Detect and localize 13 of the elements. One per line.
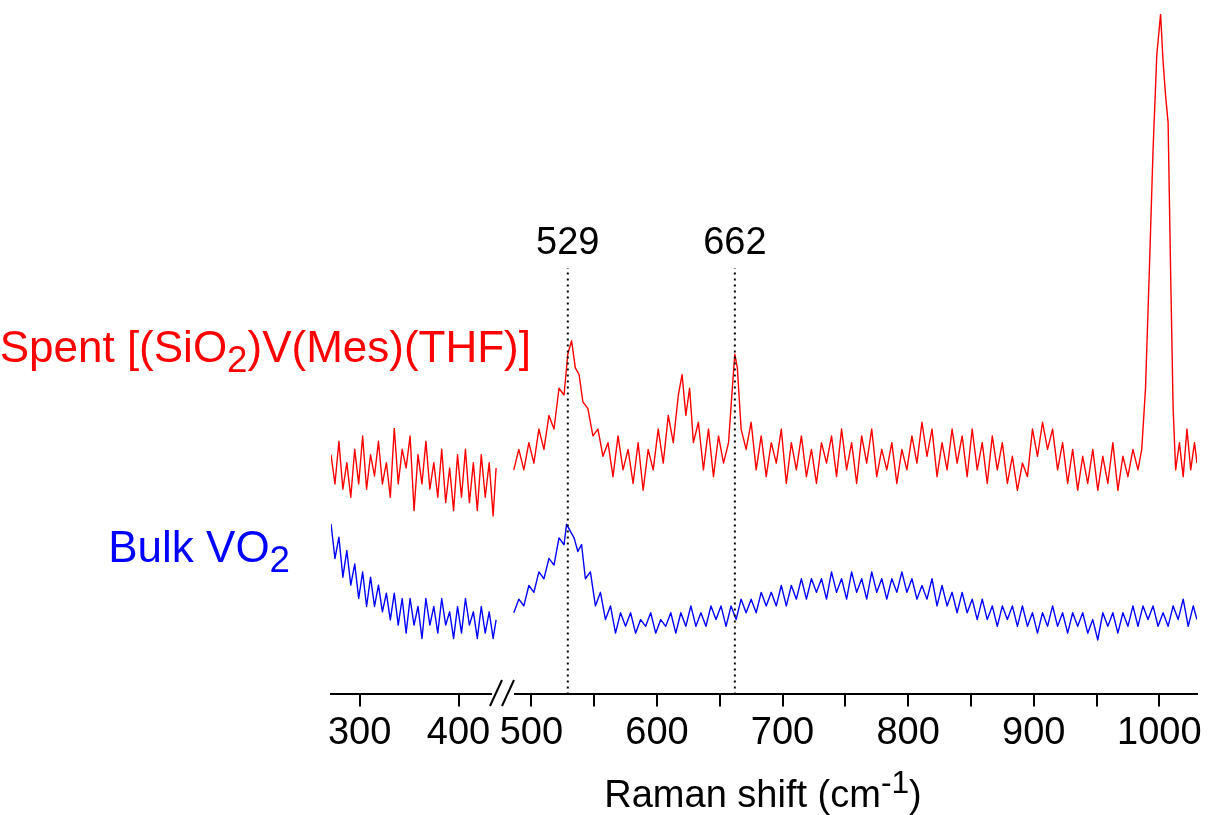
x-tick-label: 1000	[1117, 709, 1202, 752]
x-axis-title: Raman shift (cm$^{-1}$)	[603, 764, 923, 815]
series-label: Bulk VO$_{2}$	[108, 522, 290, 581]
x-tick-label: 900	[1002, 709, 1066, 752]
x-tick-label: 800	[876, 709, 940, 752]
x-tick-label: 500	[499, 709, 564, 752]
x-tick-label: 700	[750, 709, 815, 752]
x-tick-label: 600	[625, 709, 689, 752]
ref-line-label: 529	[536, 220, 600, 262]
ref-line-label: 662	[703, 220, 767, 262]
x-tick-label: 400	[426, 709, 491, 752]
text: Spent [(SiO$_{2}$)V(Mes)(THF)]	[0, 322, 531, 381]
x-tick-label: 300	[327, 709, 392, 752]
